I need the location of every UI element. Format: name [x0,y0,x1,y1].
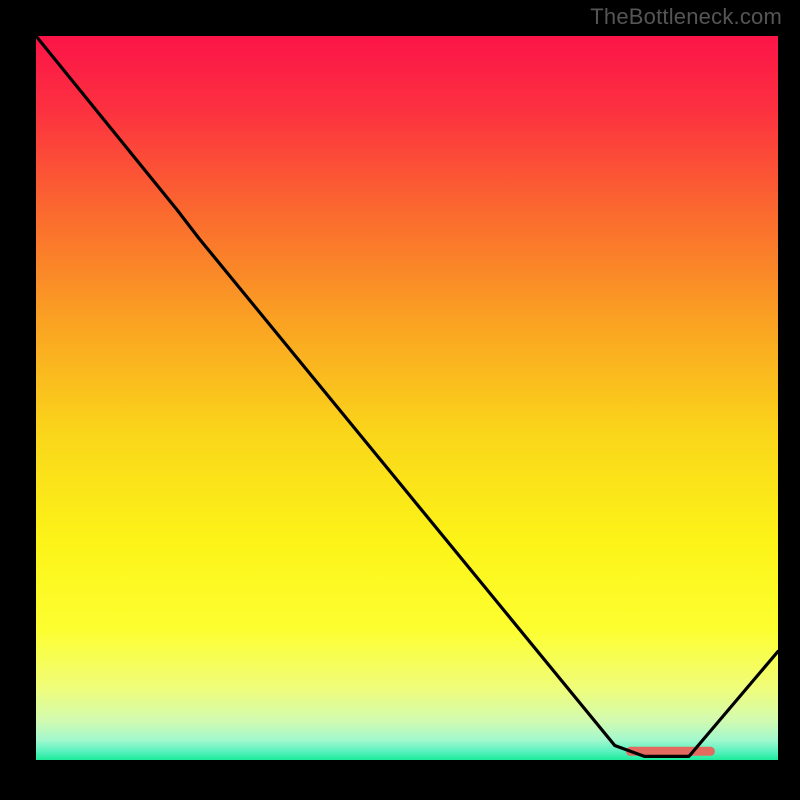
gradient-line-chart [36,36,778,760]
chart-area [36,36,778,760]
gradient-background [36,36,778,760]
watermark-text: TheBottleneck.com [590,4,782,30]
